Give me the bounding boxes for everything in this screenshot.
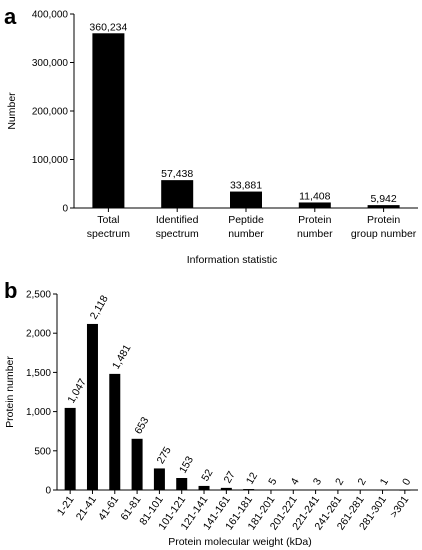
y-axis-title-a: Number (6, 92, 18, 130)
bar-a (298, 202, 331, 208)
category-label-a: number (297, 228, 333, 240)
category-label-a: Total (97, 214, 119, 226)
value-label-b: 1,481 (110, 342, 134, 371)
y-tick-label-a: 300,000 (32, 58, 69, 69)
category-label-b: 1-21 (55, 494, 77, 518)
value-label-b: 1 (378, 476, 391, 487)
bar-b (287, 489, 299, 491)
bar-b (243, 489, 255, 490)
panel-a-label: a (4, 4, 17, 29)
y-tick-label-b: 2,000 (26, 329, 51, 340)
bar-b (109, 373, 121, 490)
value-label-a: 360,234 (89, 21, 127, 33)
value-label-b: 275 (155, 445, 174, 466)
y-tick-label-b: 2,500 (26, 290, 51, 301)
category-label-a: Protein (367, 214, 400, 226)
bar-b (265, 489, 277, 491)
y-tick-label-b: 0 (45, 486, 51, 497)
category-label-a: number (228, 228, 264, 240)
value-label-b: 52 (199, 467, 215, 483)
bar-b (198, 485, 210, 490)
bar-a (92, 33, 125, 208)
value-label-b: 3 (311, 476, 324, 487)
bar-b (86, 323, 98, 490)
y-axis-title-b: Protein number (4, 356, 16, 428)
value-label-a: 5,942 (370, 193, 396, 205)
value-label-b: 27 (222, 469, 238, 485)
bar-a (230, 191, 262, 208)
bar-a (161, 180, 194, 208)
value-label-b: 1,047 (65, 377, 89, 406)
category-label-a: Peptide (228, 214, 264, 226)
chart-a: 0 100,000 200,000 300,000 400,000 360,234 Tota… (6, 10, 418, 266)
y-tick-label-a: 100,000 (32, 155, 69, 166)
category-label-a: spectrum (156, 228, 199, 240)
category-label-b: >301 (388, 494, 411, 520)
y-tick-label-b: 500 (34, 446, 51, 457)
value-label-b: 4 (288, 476, 301, 487)
bar-b (153, 468, 165, 490)
x-axis-title-b: Protein molecular weight (kDa) (168, 536, 312, 548)
category-label-a: spectrum (87, 228, 130, 240)
bar-b (176, 478, 188, 490)
value-label-b: 153 (177, 454, 196, 475)
value-label-a: 57,438 (161, 168, 193, 180)
value-label-b: 2 (355, 476, 368, 487)
category-label-b: 41-61 (96, 494, 121, 523)
category-label-a: Identified (156, 214, 199, 226)
bar-b (64, 407, 76, 490)
value-label-a: 11,408 (299, 190, 330, 202)
bar-b (131, 438, 143, 490)
value-label-b: 2 (333, 476, 346, 487)
y-tick-label-a: 200,000 (32, 107, 69, 118)
category-label-a: group number (351, 228, 417, 240)
bar-a (367, 205, 400, 208)
x-axis-title-a: Information statistic (187, 254, 277, 266)
category-label-b: 21-41 (74, 494, 99, 523)
y-tick-label-a: 400,000 (32, 10, 69, 21)
value-label-b: 653 (132, 415, 151, 436)
category-label-a: Protein (298, 214, 331, 226)
chart-b: 05001,0001,5002,0002,5001,0471-212,11821… (4, 290, 418, 548)
value-label-b: 12 (244, 470, 260, 486)
value-label-b: 0 (400, 476, 413, 487)
y-tick-label-b: 1,000 (26, 407, 51, 418)
value-label-b: 5 (266, 476, 279, 487)
y-tick-label-a: 0 (62, 204, 68, 215)
value-label-b: 2,118 (88, 293, 111, 321)
value-label-a: 33,881 (230, 180, 262, 192)
y-tick-label-b: 1,500 (26, 368, 51, 379)
panel-b-label: b (4, 278, 17, 303)
bar-b (220, 487, 232, 490)
